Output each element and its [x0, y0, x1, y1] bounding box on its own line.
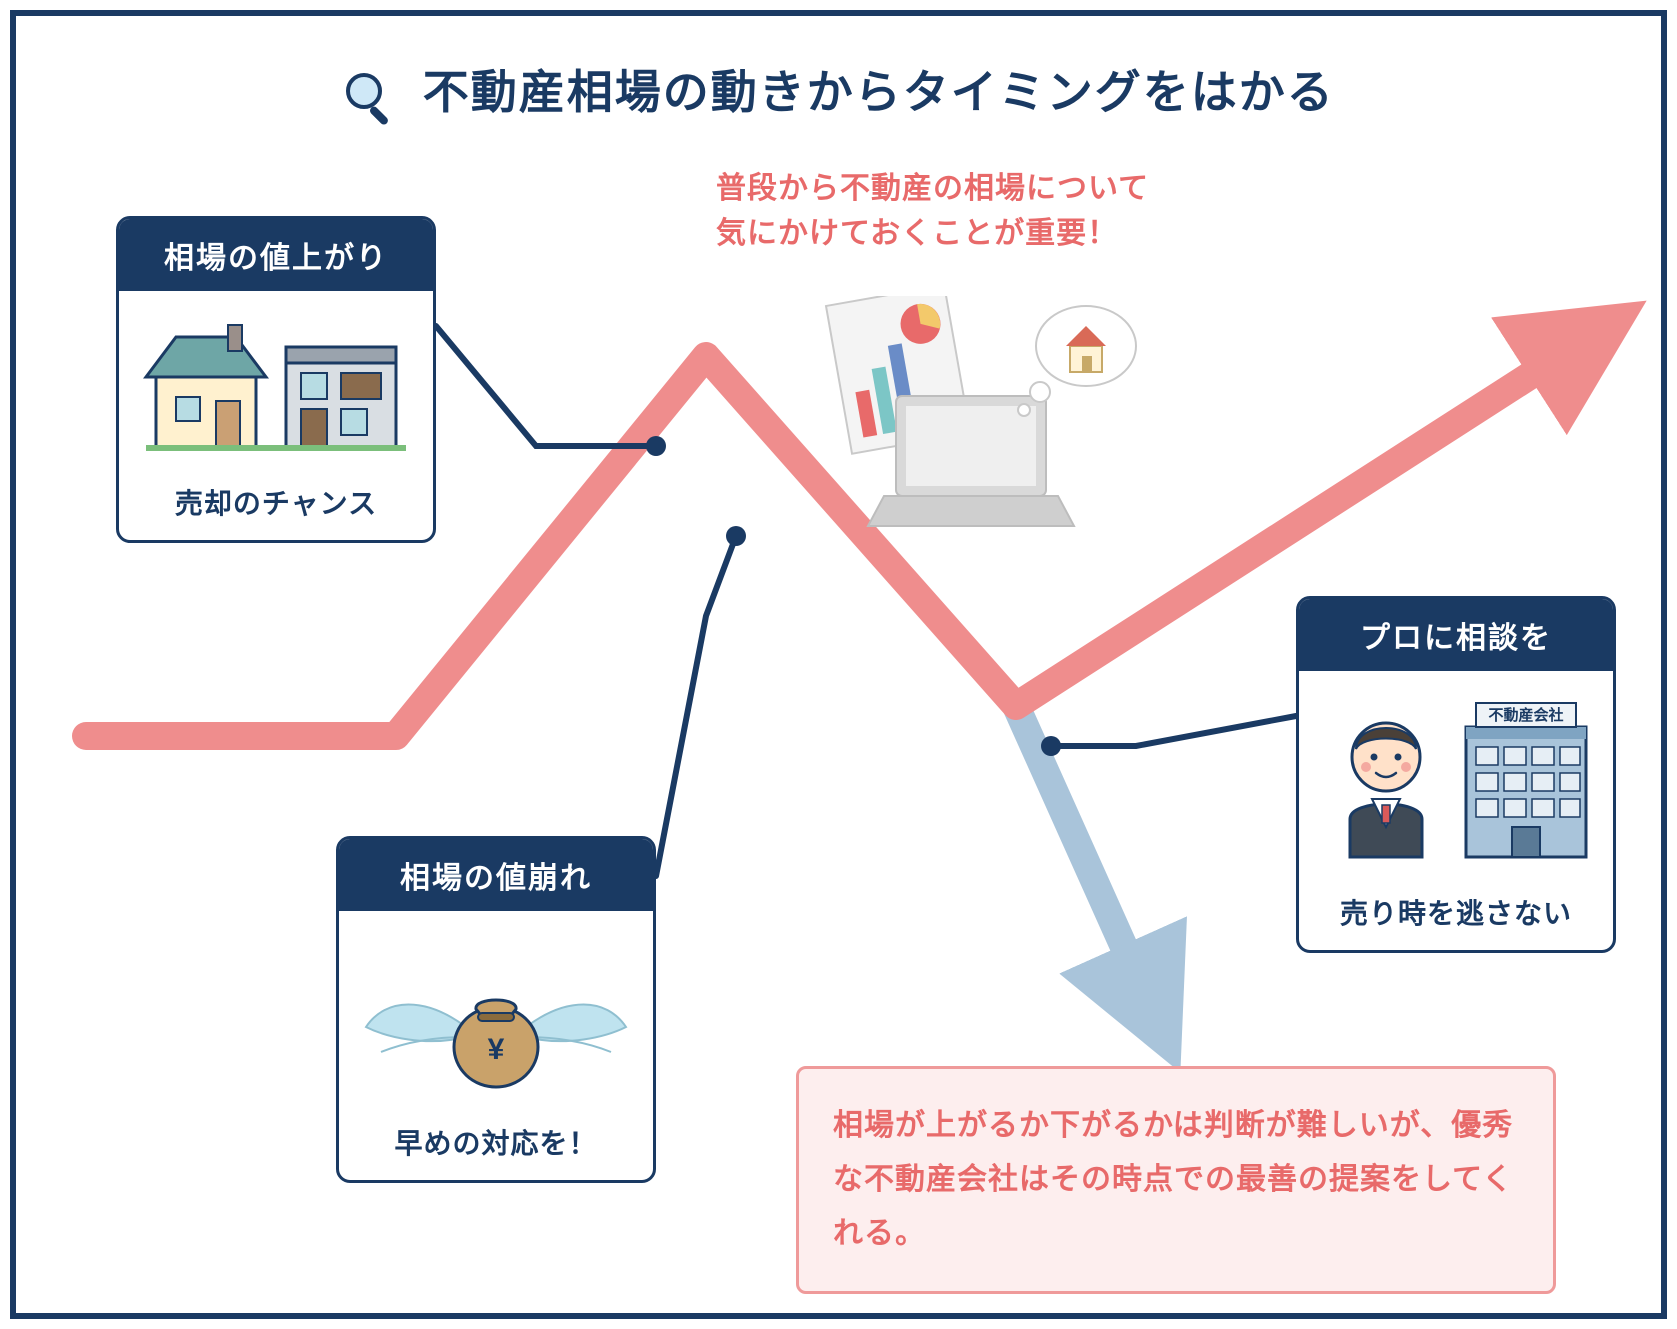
awareness-illustration [806, 296, 1146, 556]
card-pro-caption: 売り時を逃さない [1299, 884, 1613, 950]
svg-text:¥: ¥ [488, 1033, 505, 1066]
title-row: 不動産相場の動きからタイミングをはかる [16, 56, 1661, 134]
advice-note: 相場が上がるか下がるかは判断が難しいが、優秀な不動産会社はその時点での最善の提案… [796, 1066, 1556, 1294]
tip-text: 普段から不動産の相場について 気にかけておくことが重要！ [716, 166, 1149, 256]
tip-line-1: 普段から不動産の相場について [716, 166, 1149, 211]
callout-line-pro [1051, 716, 1296, 746]
flying-money-icon: ¥ [356, 927, 636, 1097]
card-price-fall: 相場の値崩れ ¥ 早めの対応を！ [336, 836, 656, 1183]
houses-icon [136, 307, 416, 457]
card-pro-body: 不動産会社 [1299, 671, 1613, 884]
card-price-rise: 相場の値上がり 売却のチャンス [116, 216, 436, 543]
callout-line-rise [436, 326, 656, 446]
magnifier-icon [342, 69, 398, 130]
card-consult-pro: プロに相談を 不動産会社 [1296, 596, 1616, 953]
tip-line-2: 気にかけておくことが重要！ [716, 211, 1149, 256]
card-rise-body [119, 291, 433, 474]
card-fall-title: 相場の値崩れ [339, 839, 653, 911]
card-rise-caption: 売却のチャンス [119, 474, 433, 540]
card-rise-title: 相場の値上がり [119, 219, 433, 291]
infographic-frame: 不動産相場の動きからタイミングをはかる 普段から不動産の相場について 気にかけて… [10, 10, 1667, 1319]
card-fall-caption: 早めの対応を！ [339, 1114, 653, 1180]
callout-line-fall [656, 536, 736, 876]
page-title: 不動産相場の動きからタイミングをはかる [423, 66, 1335, 118]
card-fall-body: ¥ [339, 911, 653, 1114]
card-pro-title: プロに相談を [1299, 599, 1613, 671]
agent-building-icon: 不動産会社 [1316, 687, 1596, 867]
down-trend-arrow [1016, 706, 1146, 996]
building-sign-text: 不動産会社 [1488, 706, 1563, 724]
